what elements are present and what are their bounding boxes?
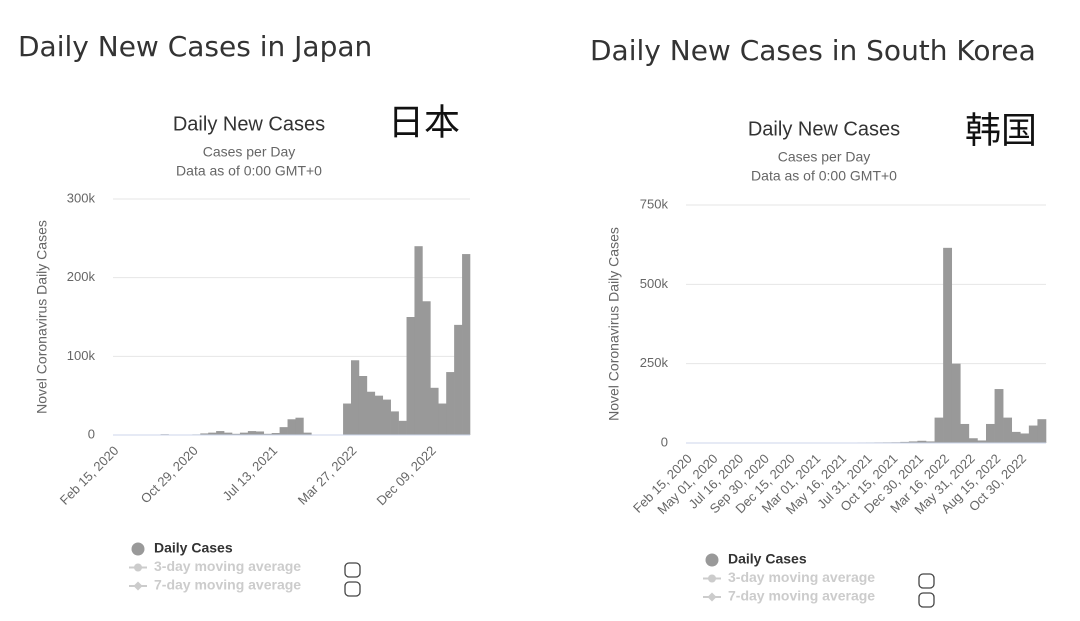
x-tick-label: Jul 13, 2021 — [219, 443, 280, 504]
bar — [343, 403, 352, 435]
bar — [960, 423, 970, 443]
legend-label: Daily Cases — [154, 540, 233, 556]
y-tick-label: 750k — [640, 196, 669, 211]
chart-subtitle: Data as of 0:00 GMT+0 — [751, 168, 897, 184]
bar — [406, 317, 415, 435]
chart-subtitle: Data as of 0:00 GMT+0 — [176, 163, 322, 179]
legend-item[interactable]: 3-day moving average — [703, 569, 875, 585]
x-tick-label: Mar 27, 2022 — [295, 443, 360, 508]
legend-symbol — [707, 592, 717, 602]
x-tick-label: Feb 15, 2020 — [57, 443, 122, 508]
bar — [263, 433, 272, 435]
y-tick-label: 250k — [640, 355, 669, 370]
toggle-box[interactable] — [344, 581, 361, 597]
bar — [398, 420, 407, 435]
legend-label: 3-day moving average — [154, 558, 301, 574]
bar — [255, 431, 265, 435]
bar — [1037, 419, 1047, 443]
toggle-box[interactable] — [344, 562, 361, 578]
page-heading: Daily New Cases in Japan — [18, 30, 372, 63]
x-tick-label: Dec 09, 2022 — [374, 443, 439, 508]
chart-subtitle: Cases per Day — [778, 149, 871, 165]
bar — [1028, 425, 1038, 443]
legend-symbol — [133, 581, 143, 591]
bar — [303, 432, 312, 435]
y-tick-label: 0 — [661, 434, 668, 449]
chart-subtitle: Cases per Day — [203, 144, 296, 160]
legend-label: 7-day moving average — [728, 588, 875, 604]
legend-label: 3-day moving average — [728, 569, 875, 585]
bar — [934, 417, 944, 443]
bar — [271, 433, 280, 435]
bar — [917, 440, 927, 443]
bar — [208, 432, 217, 435]
toggle-box[interactable] — [918, 573, 935, 589]
bar — [390, 411, 399, 435]
bar — [422, 301, 431, 435]
y-tick-label: 500k — [640, 276, 669, 291]
legend-label: 7-day moving average — [154, 577, 301, 593]
bar — [943, 247, 953, 443]
bar — [382, 399, 391, 435]
bar — [438, 403, 447, 435]
bar — [279, 427, 288, 435]
legend-symbol — [705, 553, 719, 567]
bar — [414, 246, 423, 435]
bar — [454, 324, 463, 435]
bar — [968, 438, 978, 443]
bar — [900, 441, 910, 443]
bar — [232, 433, 241, 435]
bar — [977, 440, 987, 443]
bar — [446, 372, 455, 435]
legend-item[interactable]: Daily Cases — [705, 551, 807, 567]
toggle-box[interactable] — [918, 592, 935, 608]
y-tick-label: 200k — [67, 269, 96, 284]
legend-item[interactable]: 3-day moving average — [129, 558, 301, 574]
chart-title: Daily New Cases — [173, 113, 325, 135]
bar — [1003, 417, 1013, 443]
annotation: 韩国 — [965, 110, 1037, 151]
bar — [994, 389, 1004, 443]
bar — [216, 431, 225, 435]
bar — [287, 419, 296, 435]
annotation: 日本 — [388, 102, 460, 143]
bar — [366, 391, 376, 435]
legend-symbol — [708, 574, 716, 583]
legend-item[interactable]: 7-day moving average — [129, 577, 301, 593]
legend-symbol — [134, 563, 142, 572]
bar — [200, 433, 209, 435]
page-heading: Daily New Cases in South Korea — [590, 34, 1036, 67]
bar — [908, 441, 918, 443]
y-tick-label: 100k — [67, 348, 96, 363]
bar — [1011, 431, 1021, 443]
y-axis-label: Novel Coronavirus Daily Cases — [34, 220, 50, 414]
y-axis-label: Novel Coronavirus Daily Cases — [606, 227, 622, 421]
bar — [247, 431, 257, 435]
bar — [351, 360, 360, 435]
y-tick-label: 300k — [67, 190, 96, 205]
bar — [239, 432, 249, 435]
bar — [374, 395, 384, 435]
legend-label: Daily Cases — [728, 551, 807, 567]
chart-title: Daily New Cases — [748, 118, 900, 140]
bar — [951, 363, 961, 443]
bar — [224, 432, 233, 435]
bar — [430, 387, 439, 435]
x-tick-label: Oct 29, 2020 — [138, 443, 201, 506]
bar — [358, 376, 368, 435]
bar — [926, 441, 935, 443]
bar — [295, 417, 304, 435]
legend-item[interactable]: 7-day moving average — [703, 588, 875, 604]
bar — [1020, 433, 1030, 443]
y-tick-label: 0 — [88, 426, 95, 441]
legend-symbol — [131, 542, 145, 556]
legend-item[interactable]: Daily Cases — [131, 540, 233, 556]
bar — [986, 423, 995, 443]
bar — [462, 254, 471, 435]
